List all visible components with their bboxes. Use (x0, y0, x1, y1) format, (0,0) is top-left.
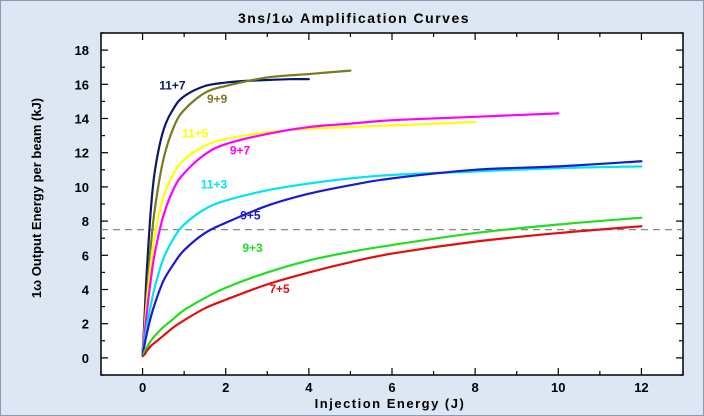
x-tick-label: 10 (551, 380, 565, 395)
x-tick-label: 8 (472, 380, 479, 395)
chart-title: 3ns/1ω Amplification Curves (238, 10, 470, 26)
y-tick-label: 2 (82, 317, 89, 332)
x-tick-label: 6 (388, 380, 395, 395)
curve-label-9-plus-5: 9+5 (240, 208, 261, 222)
y-tick-label: 6 (82, 248, 89, 263)
y-tick-label: 16 (75, 77, 89, 92)
x-axis-title: Injection Energy (J) (315, 396, 466, 411)
x-tick-label: 12 (634, 380, 648, 395)
series-line-11-plus-7 (141, 78, 310, 356)
x-tick-label: 0 (139, 380, 146, 395)
axis-ticks: 0 2 4 6 8 10 12 0 2 4 6 8 10 12 14 16 18 (75, 32, 684, 395)
y-tick-label: 0 (82, 351, 89, 366)
curve-labels: 11+7 9+9 11+5 9+7 11+3 9+5 9+3 7+5 (159, 78, 290, 295)
series-line-9-plus-7 (141, 112, 560, 356)
curve-label-9-plus-9: 9+9 (207, 92, 228, 106)
series-line-11-plus-5 (141, 120, 477, 356)
y-tick-label: 8 (82, 214, 89, 229)
y-axis-title: 1ω Output Energy per beam (kJ) (29, 98, 44, 298)
curve-label-11-plus-3: 11+3 (201, 178, 228, 192)
y-tick-label: 12 (75, 146, 89, 161)
series-line-9-plus-3 (141, 216, 643, 358)
series-line-7-plus-5 (141, 225, 643, 358)
y-tick-label: 10 (75, 180, 89, 195)
y-tick-label: 18 (75, 43, 89, 58)
x-tick-label: 4 (305, 380, 313, 395)
y-tick-label: 4 (82, 283, 90, 298)
x-tick-label: 2 (222, 380, 229, 395)
curve-label-11-plus-7: 11+7 (159, 78, 186, 92)
curve-label-9-plus-3: 9+3 (242, 241, 263, 255)
curve-label-7-plus-5: 7+5 (269, 282, 290, 296)
curve-label-9-plus-7: 9+7 (230, 143, 251, 157)
series-line-9-plus-5 (141, 160, 643, 356)
curve-label-11-plus-5: 11+5 (182, 126, 209, 140)
series-lines (141, 69, 643, 358)
y-tick-label: 14 (75, 112, 90, 127)
plot-area (100, 32, 684, 376)
